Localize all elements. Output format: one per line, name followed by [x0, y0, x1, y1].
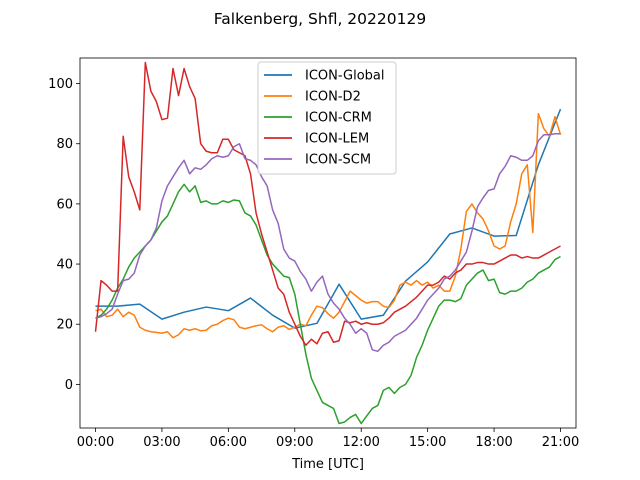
legend-label-4: ICON-SCM — [305, 153, 371, 168]
y-tick-label-4: 80 — [56, 137, 73, 152]
legend-label-1: ICON-D2 — [305, 90, 361, 105]
y-tick-label-5: 100 — [48, 77, 73, 92]
x-tick-label-1: 03:00 — [143, 435, 180, 450]
legend-box — [257, 61, 397, 175]
series-line-2 — [95, 183, 561, 425]
legend-label-0: ICON-Global — [305, 69, 385, 84]
plot-frame — [79, 57, 577, 429]
y-tick-label-1: 20 — [56, 318, 73, 333]
series-line-3 — [94, 61, 561, 347]
y-axis-ticks: 0 20 40 60 80 100 — [48, 77, 80, 393]
series-line-4 — [95, 133, 561, 353]
series-line-1 — [95, 112, 562, 339]
x-tick-label-3: 09:00 — [276, 435, 313, 450]
x-tick-label-0: 00:00 — [77, 435, 114, 450]
series-layer — [94, 61, 562, 425]
legend-label-2: ICON-CRM — [305, 111, 372, 126]
legend-label-3: ICON-LEM — [305, 132, 369, 147]
x-axis-title: Time [UTC] — [291, 457, 364, 472]
series-line-0 — [95, 108, 562, 329]
x-axis-ticks: 00:00 03:00 06:00 09:00 12:00 15:00 18:00 21:00 — [77, 428, 579, 450]
legend: ICON-Global ICON-D2 ICON-CRM ICON-LEM ICON-S… — [257, 61, 397, 175]
x-tick-label-7: 21:00 — [542, 435, 579, 450]
x-tick-label-4: 12:00 — [342, 435, 379, 450]
chart-title: Falkenberg, Shfl, 20220129 — [214, 10, 426, 28]
y-tick-label-2: 40 — [56, 258, 73, 273]
x-tick-label-6: 18:00 — [475, 435, 512, 450]
y-tick-label-0: 0 — [65, 378, 73, 393]
y-tick-label-3: 60 — [56, 197, 73, 212]
x-tick-label-5: 15:00 — [409, 435, 446, 450]
x-tick-label-2: 06:00 — [210, 435, 247, 450]
